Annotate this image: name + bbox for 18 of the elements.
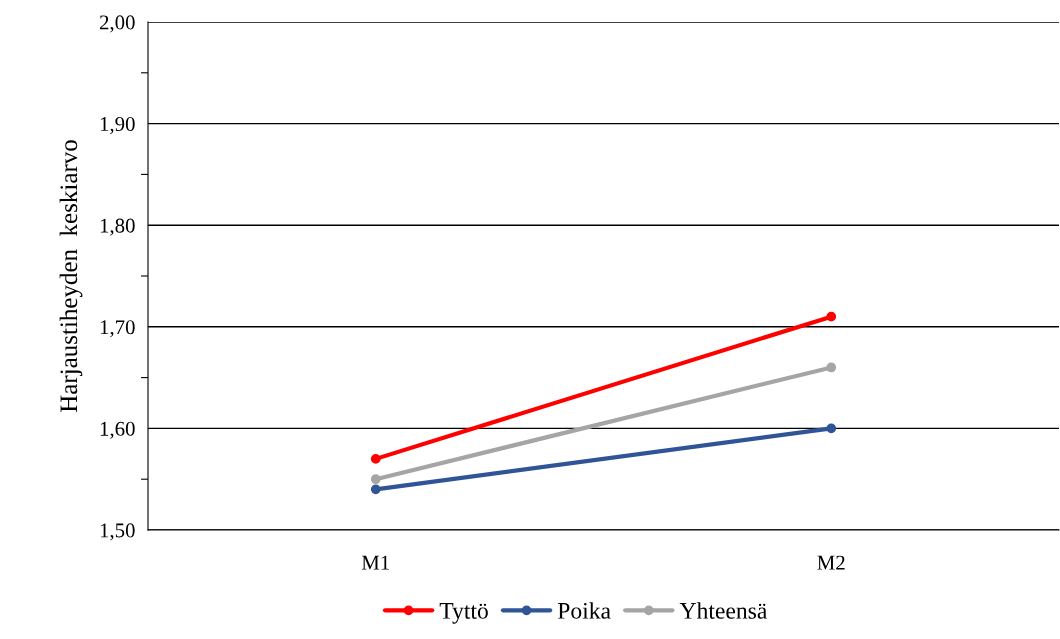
point xyxy=(826,362,837,373)
y-tick-label: 1,90 xyxy=(100,116,135,135)
y-tick-label: 1,70 xyxy=(100,320,135,338)
y-tick-label: 1,60 xyxy=(100,421,135,439)
legend-label: Yhteensä xyxy=(679,602,768,619)
x-tick-label: M2 xyxy=(817,555,845,570)
point xyxy=(370,454,381,464)
point xyxy=(370,474,381,485)
legend-label: Tyttö xyxy=(439,603,488,624)
y-tick-label: 1,80 xyxy=(100,218,135,236)
y-tick-label: 2,00 xyxy=(99,15,135,33)
y-axis-title: Harjaustiheyden keskiarvo xyxy=(59,140,83,413)
legend-label: Poika xyxy=(557,602,611,619)
point xyxy=(826,311,837,322)
point xyxy=(826,423,837,434)
point xyxy=(370,484,381,495)
x-tick-label: M1 xyxy=(361,555,389,570)
y-tick-label: 1,50 xyxy=(100,523,135,541)
